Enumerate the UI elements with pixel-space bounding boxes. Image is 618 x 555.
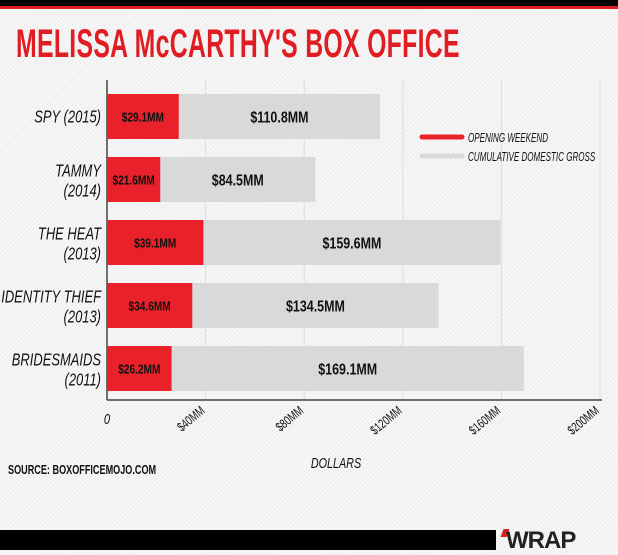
opening-bar: [107, 157, 161, 202]
page-title: MELISSA McCARTHY'S BOX OFFICE: [16, 22, 460, 66]
category-label: THE HEAT: [38, 225, 102, 245]
x-tick-label: 0: [104, 410, 111, 427]
opening-bar: [107, 94, 179, 139]
opening-value-label: $26.2MM: [118, 362, 160, 376]
category-label: BRIDESMAIDS: [12, 351, 102, 371]
cumulative-value-label: $84.5MM: [212, 172, 264, 190]
cumulative-bar: [107, 346, 524, 391]
legend-label: OPENING WEEKEND: [468, 131, 548, 145]
category-label: TAMMY: [55, 162, 102, 182]
opening-value-label: $29.1MM: [122, 110, 164, 124]
x-tick-label: $120MM: [368, 404, 405, 438]
x-tick-label: $80MM: [274, 404, 307, 435]
category-label: (2013): [64, 245, 101, 265]
opening-value-label: $34.6MM: [129, 299, 171, 313]
category-label: IDENTITY THIEF: [1, 288, 102, 308]
cumulative-value-label: $134.5MM: [286, 298, 345, 316]
x-tick-label: $160MM: [467, 404, 504, 438]
top-bar: [0, 0, 618, 9]
opening-bar: [107, 283, 193, 328]
opening-value-label: $39.1MM: [134, 236, 176, 250]
bottom-bar: [0, 530, 496, 550]
category-label: (2011): [65, 371, 101, 391]
cumulative-value-label: $169.1MM: [318, 361, 377, 379]
category-label: (2013): [64, 308, 101, 328]
x-tick-label: $40MM: [175, 404, 208, 435]
opening-bar: [107, 346, 172, 391]
x-tick-label: $200MM: [565, 404, 602, 438]
category-label: SPY (2015): [34, 108, 101, 128]
opening-value-label: $21.6MM: [113, 173, 155, 187]
opening-bar: [107, 220, 204, 265]
wrap-logo: WRAP: [506, 527, 576, 554]
source-note: SOURCE: BOXOFFICEMOJO.COM: [8, 462, 157, 477]
category-label: (2014): [64, 182, 101, 202]
x-axis-title: DOLLARS: [311, 454, 362, 471]
cumulative-value-label: $110.8MM: [250, 109, 308, 127]
cumulative-value-label: $159.6MM: [322, 235, 381, 253]
legend-label: CUMULATIVE DOMESTIC GROSS: [468, 150, 596, 164]
